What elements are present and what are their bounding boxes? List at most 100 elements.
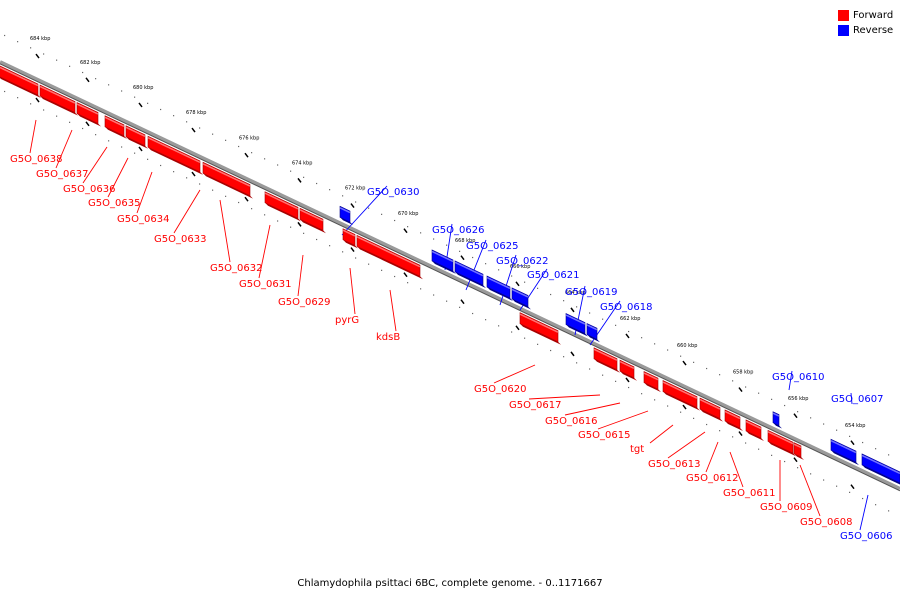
gene-G5O_0633-block[interactable] [147, 135, 201, 173]
gene-G5O_0621-block[interactable] [511, 287, 529, 307]
tick-dot [121, 146, 123, 148]
gene-G5O_0617-block[interactable] [593, 347, 618, 371]
gene-G5O_0609-block[interactable] [767, 429, 794, 454]
gene-G5O_0632-block[interactable] [202, 161, 251, 197]
gene-G5O_0618-block[interactable] [586, 322, 598, 340]
gene-depth [40, 95, 78, 116]
gene-label-G5O_0607: G5O_0607 [831, 394, 883, 405]
gene-depth [340, 217, 353, 226]
tick-dot [784, 460, 786, 463]
tick-dot [706, 423, 708, 426]
gene-highlight [793, 443, 802, 449]
gene-G5O_0638-block[interactable] [0, 65, 39, 96]
gene-leader [349, 267, 356, 315]
tick-dot [875, 504, 877, 506]
gene-label-G5O_0606: G5O_0606 [840, 531, 892, 542]
gene-G5O_0606-block[interactable] [861, 453, 900, 484]
tick-dot [888, 454, 890, 456]
tick-mark [403, 228, 408, 234]
tick-dot [654, 399, 656, 401]
gene-leader [55, 129, 73, 169]
gene-label-G5O_0608: G5O_0608 [800, 517, 852, 528]
tick-dot [667, 349, 669, 351]
tick-dot [355, 201, 357, 203]
gene-label-G5O_0610: G5O_0610 [772, 372, 824, 383]
gene-leader [465, 239, 487, 291]
tick-mark [625, 377, 630, 383]
gene-label-kdsB: kdsB [376, 332, 400, 343]
tick-dot [719, 374, 721, 376]
tick-dot [888, 510, 890, 512]
tick-dot [459, 250, 461, 252]
gene-G5O_0611-block[interactable] [745, 419, 762, 439]
gene-G5O_0615-block[interactable] [643, 371, 659, 390]
gene-G5O_0620-block[interactable] [519, 312, 559, 343]
tick-mark [460, 255, 465, 261]
gene-highlight [202, 163, 251, 187]
gene-highlight [39, 85, 76, 104]
gene-label-G5O_0617: G5O_0617 [509, 400, 561, 411]
gene-G5O_0630-block[interactable] [339, 205, 351, 223]
gene-leader [528, 394, 601, 400]
tick-dot [56, 59, 58, 61]
tick-label: 658 kbp [733, 370, 753, 376]
gene-G5O_0610-block[interactable] [772, 411, 780, 427]
tick-dot [771, 398, 773, 400]
gene-leader [788, 370, 793, 391]
tick-label: 684 kbp [30, 36, 50, 42]
tick-dot [4, 34, 6, 37]
gene-pyrG-block[interactable] [342, 228, 356, 246]
gene-G5O_0619-block[interactable] [565, 313, 586, 334]
gene-kdsB-block[interactable] [356, 234, 421, 277]
gene-G5O_0613-block[interactable] [699, 397, 721, 420]
gene-G5O_0616-block[interactable] [619, 359, 635, 379]
tick-dot [95, 134, 97, 136]
tick-dot [394, 219, 396, 222]
gene-G5O_0635-block[interactable] [104, 115, 125, 137]
tick-dot [810, 417, 812, 419]
gene-label-G5O_0632: G5O_0632 [210, 263, 262, 274]
tick-dot [134, 152, 136, 154]
gene-G5O_0626-block[interactable] [431, 249, 454, 272]
gene-depth [794, 453, 804, 460]
tick-label: 682 kbp [80, 60, 100, 66]
backbone [0, 60, 900, 492]
tick-dot [719, 430, 721, 432]
tick-dot [199, 183, 201, 185]
gene-G5O_0612-block[interactable] [724, 409, 741, 429]
gene-G5O_0631-block[interactable] [264, 191, 299, 219]
tick-dot [407, 226, 409, 228]
legend-item-forward: Forward [838, 8, 893, 23]
tick-dot [706, 367, 708, 370]
gene-label-G5O_0634: G5O_0634 [117, 214, 169, 225]
tick-dot [433, 294, 435, 296]
gene-depth [105, 126, 127, 139]
gene-G5O_0637-block[interactable] [39, 84, 76, 114]
gene-label-G5O_0631: G5O_0631 [239, 279, 291, 290]
gene-G5O_0608-block[interactable] [793, 442, 802, 458]
leader-lines [29, 119, 869, 531]
gene-highlight [356, 236, 421, 268]
gene-G5O_0634-block[interactable] [125, 125, 146, 147]
gene-G5O_0629-block[interactable] [299, 207, 324, 231]
gene-leader [29, 119, 37, 154]
tick-dot [784, 404, 786, 407]
tick-dot [381, 213, 383, 215]
gene-highlight [593, 348, 618, 361]
tick-dot [602, 374, 604, 376]
gene-G5O_0625-block[interactable] [454, 260, 484, 286]
tick-dot [810, 473, 812, 475]
gene-highlight [299, 209, 324, 222]
tick-mark [244, 152, 249, 158]
tick-dot [862, 441, 864, 444]
gene-leader [389, 289, 397, 332]
gene-G5O_0622-block[interactable] [486, 275, 511, 299]
gene-tgt-block[interactable] [662, 380, 698, 409]
backbone-line [0, 60, 900, 491]
tick-dot [121, 90, 123, 92]
gene-G5O_0607-block[interactable] [830, 438, 857, 463]
tick-mark [625, 333, 630, 339]
tick-mark [570, 351, 575, 357]
gene-G5O_0636-block[interactable] [76, 102, 99, 124]
